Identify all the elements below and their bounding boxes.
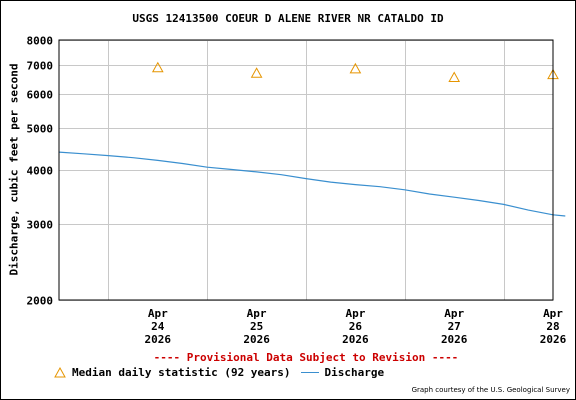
x-tick-label: Apr: [148, 307, 168, 320]
median-marker: [250, 67, 263, 78]
legend-item-discharge: Discharge: [300, 366, 385, 379]
legend-item-median: Median daily statistic (92 years): [54, 366, 291, 379]
discharge-line: [58, 151, 566, 217]
x-tick-label: 2026: [145, 333, 172, 346]
tick-layer: 2000300040005000600070008000Apr242026Apr…: [27, 35, 567, 347]
median-marker: [448, 71, 461, 83]
y-tick-label: 3000: [27, 219, 54, 232]
y-tick-label: 5000: [27, 123, 54, 136]
x-tick-label: 28: [546, 320, 559, 333]
credit-text: Graph courtesy of the U.S. Geological Su…: [411, 386, 570, 394]
x-tick-label: Apr: [444, 307, 464, 320]
line-swatch-icon: [300, 372, 319, 373]
x-tick-label: 27: [448, 320, 461, 333]
legend: Median daily statistic (92 years) Discha…: [54, 366, 394, 379]
chart-title: USGS 12413500 COEUR D ALENE RIVER NR CAT…: [132, 12, 444, 25]
median-marker: [349, 62, 362, 74]
x-tick-label: 26: [349, 320, 363, 333]
plot-border: [58, 39, 554, 301]
grid-layer: [59, 40, 553, 301]
legend-label-median: Median daily statistic (92 years): [72, 366, 291, 379]
y-tick-label: 7000: [27, 60, 54, 73]
series-layer: [58, 61, 566, 217]
x-tick-label: Apr: [247, 307, 267, 320]
x-tick-label: 2026: [540, 333, 567, 346]
provisional-notice: ---- Provisional Data Subject to Revisio…: [153, 351, 459, 364]
x-tick-label: 2026: [441, 333, 468, 346]
median-marker: [151, 61, 164, 73]
y-tick-label: 2000: [27, 295, 54, 308]
x-tick-label: 2026: [243, 333, 270, 346]
x-tick-label: Apr: [345, 307, 365, 320]
legend-label-discharge: Discharge: [324, 366, 385, 379]
x-tick-label: 24: [151, 320, 165, 333]
x-tick-label: Apr: [543, 307, 563, 320]
y-tick-label: 6000: [27, 89, 54, 102]
x-tick-label: 2026: [342, 333, 369, 346]
triangle-icon: [54, 367, 66, 378]
x-tick-label: 25: [250, 320, 263, 333]
y-tick-label: 4000: [27, 165, 54, 178]
y-tick-label: 8000: [27, 35, 54, 48]
